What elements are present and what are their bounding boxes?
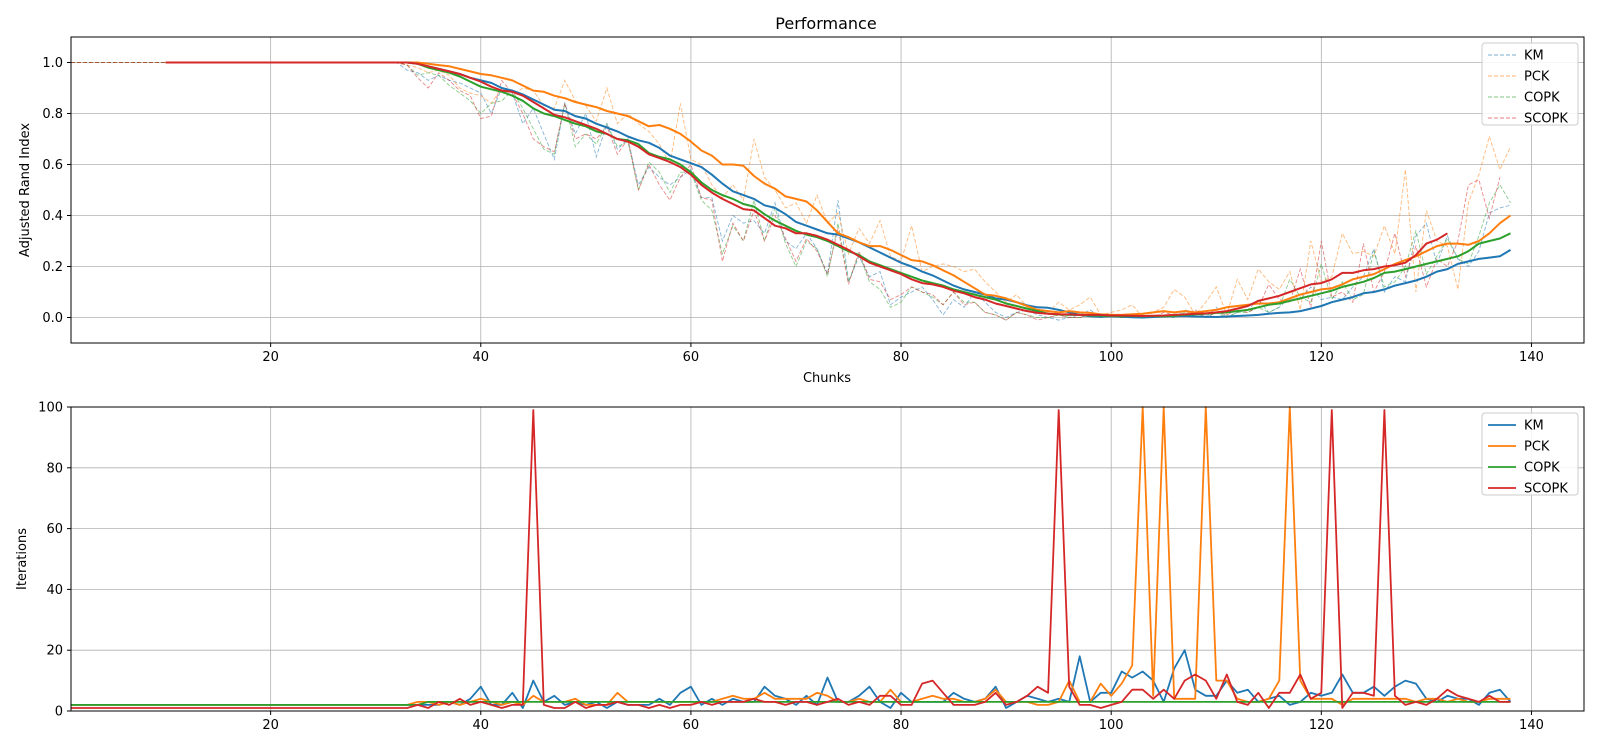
ari-raw-line-scopk [71,62,1501,321]
ari-raw-line-pck [71,62,1511,319]
iterations-ytick-label-5: 100 [38,401,63,416]
ari-xtick-label-120: 120 [1309,350,1334,365]
iterations-ytick-label-0: 0 [55,705,63,720]
ari-ytick-label-2: 0.4 [42,209,63,224]
iterations-xtick-label-20: 20 [262,718,279,733]
iterations-ytick-label-1: 20 [46,644,63,659]
ari-grid [71,37,1584,343]
iterations-grid [71,406,1584,712]
iterations-xtick-label-40: 40 [472,718,489,733]
iterations-legend-label-copk: COPK [1524,461,1560,476]
ari-panel: 20 40 60 80 100 120 140 0.0 0.2 0.4 0.6 0.8 1.0 Chun… [18,36,1585,386]
iterations-xtick-label-120: 120 [1309,718,1334,733]
ari-ytick-label-1: 0.2 [42,260,63,275]
ari-xtick-label-40: 40 [472,350,489,365]
ari-smooth-line-scopk [165,61,1448,317]
iterations-line-copk [71,701,1511,706]
ari-raw-line-copk [71,62,1511,321]
ari-raw-line-km [71,62,1511,321]
iterations-line-pck [71,406,1511,706]
iterations-y-axis-label: Iterations [15,528,30,590]
iterations-panel: 20 40 60 80 100 120 140 0 20 40 60 80 100 Iterations… [15,401,1585,734]
iterations-line-scopk [71,409,1511,709]
iterations-xtick-label-100: 100 [1099,718,1124,733]
chart-title: Performance [775,14,876,33]
ari-smooth-line-copk [165,61,1511,318]
iterations-series [71,406,1512,709]
ari-smooth-line-km [165,61,1512,319]
ari-x-axis-label: Chunks [803,371,851,386]
ari-legend: KM PCK COPK SCOPK [1481,42,1579,127]
ari-legend-label-km: KM [1524,49,1544,64]
ari-smooth-line-pck [165,61,1512,316]
ari-xtick-label-60: 60 [683,350,700,365]
iterations-xtick-label-60: 60 [683,718,700,733]
iterations-legend-box [1481,412,1579,496]
iterations-ytick-label-3: 60 [46,522,63,537]
iterations-xtick-label-140: 140 [1519,718,1544,733]
iterations-ticks: 20 40 60 80 100 120 140 0 20 40 60 80 100 [38,401,1544,734]
ari-ytick-label-4: 0.8 [42,107,63,122]
iterations-legend-label-pck: PCK [1524,440,1550,455]
ari-axes-frame [70,36,1585,344]
ari-xtick-label-80: 80 [893,350,910,365]
ari-legend-label-scopk: SCOPK [1524,112,1568,127]
ari-y-axis-label: Adjusted Rand Index [18,123,33,257]
iterations-ytick-label-2: 40 [46,583,63,598]
ari-series [71,61,1512,321]
iterations-ytick-label-4: 80 [46,461,63,476]
ari-legend-label-copk: COPK [1524,91,1560,106]
ari-legend-label-pck: PCK [1524,70,1550,85]
ari-xtick-label-100: 100 [1099,350,1124,365]
iterations-legend-label-scopk: SCOPK [1524,482,1568,497]
iterations-legend-label-km: KM [1524,419,1544,434]
ari-ticks: 20 40 60 80 100 120 140 0.0 0.2 0.4 0.6 0.8 1.0 [42,56,1544,365]
ari-xtick-label-20: 20 [262,350,279,365]
ari-ytick-label-3: 0.6 [42,158,63,173]
iterations-axes-frame [70,406,1585,712]
iterations-xtick-label-80: 80 [893,718,910,733]
ari-ytick-label-0: 0.0 [42,311,63,326]
iterations-legend: KM PCK COPK SCOPK [1481,412,1579,497]
ari-ytick-label-5: 1.0 [42,56,63,71]
ari-xtick-label-140: 140 [1519,350,1544,365]
ari-legend-box [1481,42,1579,126]
